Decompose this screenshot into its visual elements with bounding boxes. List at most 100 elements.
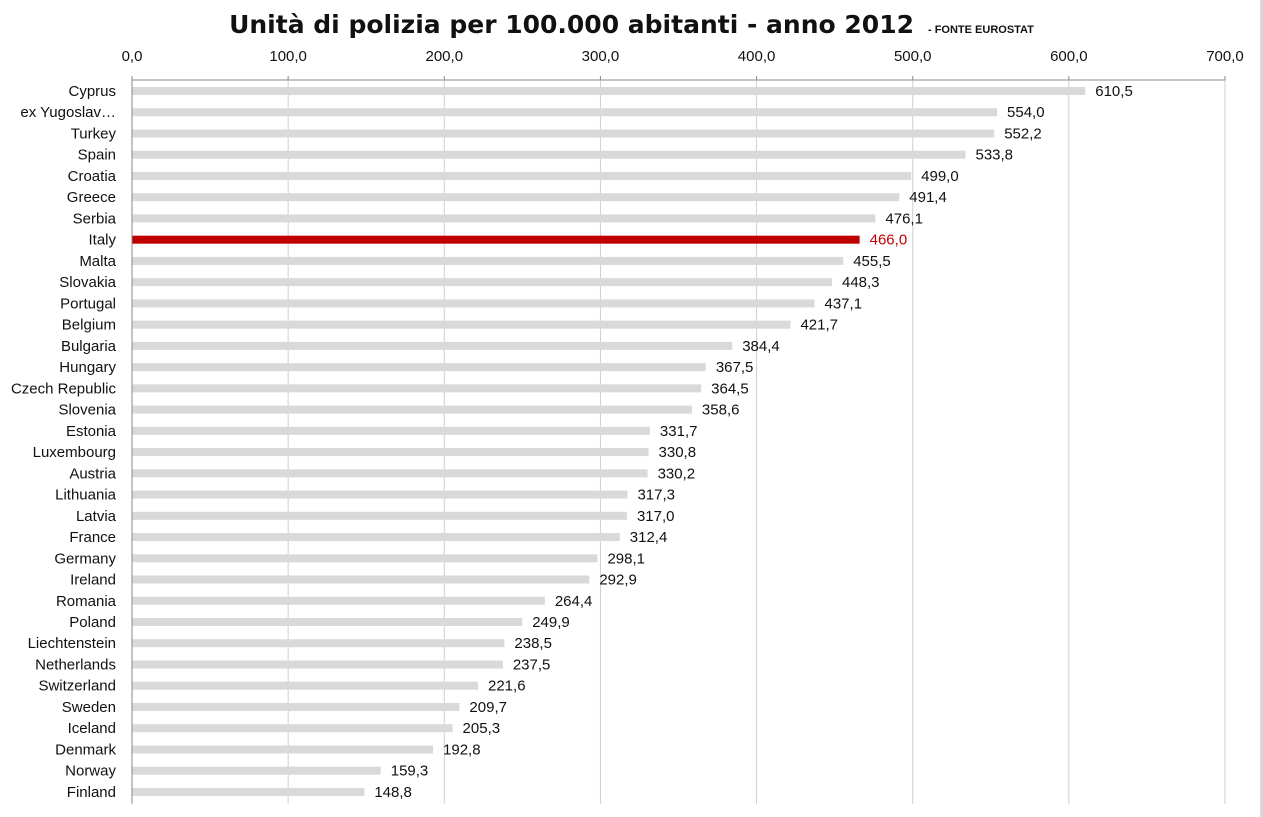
value-label: 312,4	[630, 529, 668, 546]
value-label: 159,3	[391, 763, 429, 780]
chart-title: Unità di polizia per 100.000 abitanti - …	[229, 10, 914, 39]
category-label: Bulgaria	[61, 338, 117, 355]
value-label: 238,5	[514, 635, 552, 652]
bar	[132, 533, 620, 542]
bar	[132, 490, 628, 499]
x-tick-label: 300,0	[582, 48, 620, 65]
value-label: 221,6	[488, 678, 526, 695]
category-label: Luxembourg	[33, 444, 116, 461]
category-label: Norway	[65, 763, 116, 780]
value-label: 448,3	[842, 274, 880, 291]
category-label: Austria	[69, 465, 116, 482]
value-label: 491,4	[909, 189, 947, 206]
category-label: Belgium	[62, 317, 116, 334]
bar	[132, 426, 650, 435]
category-label: Spain	[78, 147, 116, 164]
category-label: Switzerland	[38, 678, 116, 695]
category-label: Czech Republic	[11, 380, 117, 397]
value-label: 455,5	[853, 253, 891, 270]
bar	[132, 660, 503, 669]
category-label: France	[69, 529, 116, 546]
value-label: 358,6	[702, 402, 740, 419]
category-label: Romania	[56, 593, 117, 610]
value-label: 533,8	[975, 147, 1013, 164]
bar	[132, 278, 832, 287]
category-label: Cyprus	[68, 83, 116, 100]
value-label: 367,5	[716, 359, 754, 376]
bar	[132, 448, 649, 457]
value-label: 148,8	[374, 784, 412, 801]
category-label: Liechtenstein	[28, 635, 116, 652]
category-label: Finland	[67, 784, 116, 801]
bar	[132, 214, 876, 223]
value-label: 610,5	[1095, 83, 1133, 100]
category-label: Estonia	[66, 423, 117, 440]
category-label: Latvia	[76, 508, 117, 525]
value-label: 317,3	[637, 487, 675, 504]
category-label: Denmark	[55, 741, 116, 758]
value-label: 499,0	[921, 168, 959, 185]
value-label: 249,9	[532, 614, 570, 631]
value-label: 237,5	[513, 656, 551, 673]
frame-edge	[1260, 0, 1263, 817]
category-label: Sweden	[62, 699, 116, 716]
value-label: 554,0	[1007, 104, 1045, 121]
value-label: 192,8	[443, 741, 481, 758]
value-label: 384,4	[742, 338, 780, 355]
bar	[132, 766, 381, 775]
category-label: Germany	[54, 550, 116, 567]
value-label: 364,5	[711, 380, 749, 397]
x-tick-label: 500,0	[894, 48, 932, 65]
bar	[132, 299, 815, 308]
category-label: Poland	[69, 614, 116, 631]
bar	[132, 129, 995, 138]
category-label: Ireland	[70, 572, 116, 589]
chart-title-block: Unità di polizia per 100.000 abitanti - …	[0, 10, 1263, 39]
bar	[132, 171, 912, 180]
bar	[132, 320, 791, 329]
x-tick-label: 400,0	[738, 48, 776, 65]
value-label: 264,4	[555, 593, 593, 610]
bar	[132, 745, 434, 754]
value-label: 330,8	[659, 444, 697, 461]
category-label: Lithuania	[55, 487, 117, 504]
value-label: 298,1	[607, 550, 645, 567]
bar	[132, 87, 1086, 95]
bar	[132, 108, 998, 117]
value-label: 331,7	[660, 423, 698, 440]
category-label: Slovenia	[58, 402, 116, 419]
category-label: Malta	[79, 253, 116, 270]
x-tick-label: 100,0	[269, 48, 307, 65]
bar	[132, 511, 627, 520]
category-label: Serbia	[73, 210, 117, 227]
bar	[132, 405, 692, 414]
category-label: Iceland	[68, 720, 116, 737]
value-label: 330,2	[658, 465, 696, 482]
category-label: Italy	[88, 232, 116, 249]
category-label: Netherlands	[35, 656, 116, 673]
category-label: Portugal	[60, 295, 116, 312]
bar	[132, 384, 702, 393]
bar-highlight	[132, 235, 860, 244]
bar	[132, 363, 706, 372]
bar	[132, 150, 966, 159]
bar	[132, 256, 844, 265]
category-label: Turkey	[71, 125, 117, 142]
value-label: 421,7	[800, 317, 838, 334]
value-label: 437,1	[825, 295, 863, 312]
x-tick-label: 200,0	[426, 48, 464, 65]
bar	[132, 341, 733, 350]
category-label: Croatia	[68, 168, 117, 185]
bar	[132, 681, 479, 690]
category-label: Slovakia	[59, 274, 116, 291]
category-label: Hungary	[59, 359, 116, 376]
bar	[132, 618, 523, 626]
category-label: ex Yugoslav…	[20, 104, 116, 121]
chart-source: - FONTE EUROSTAT	[927, 24, 1034, 36]
value-label: 317,0	[637, 508, 675, 525]
bar	[132, 724, 453, 733]
value-label: 552,2	[1004, 125, 1042, 142]
bar	[132, 787, 365, 796]
